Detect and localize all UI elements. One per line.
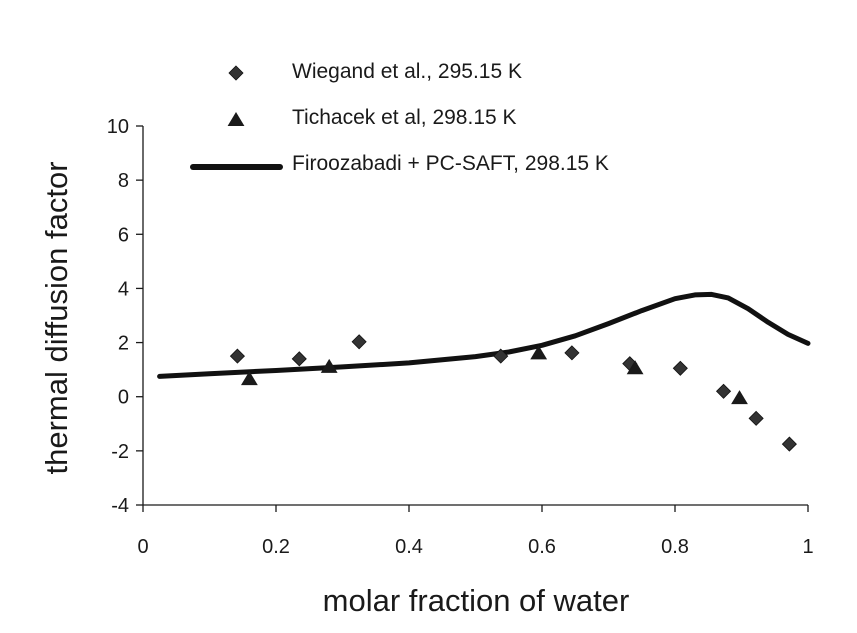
y-tick-label: 8	[118, 170, 129, 192]
data-point-diamond	[351, 334, 367, 350]
x-tick-label: 1	[802, 536, 813, 558]
data-point-triangle	[626, 360, 644, 375]
data-point-diamond	[715, 383, 732, 399]
legend-label: Wiegand et al., 295.15 K	[292, 60, 522, 83]
y-tick-label: 4	[118, 278, 129, 300]
x-tick-label: 0.6	[528, 536, 556, 558]
data-point-diamond	[781, 436, 797, 452]
data-point-triangle	[241, 371, 258, 386]
y-tick-label: 6	[118, 224, 129, 246]
data-point-triangle	[530, 345, 548, 360]
y-axis-ticks: -4 -2 0 2 4 6 8 10	[107, 116, 143, 517]
data-point-diamond	[748, 410, 764, 426]
y-tick-label: 0	[118, 387, 129, 409]
x-tick-label: 0.2	[262, 536, 290, 558]
legend-label: Tichacek et al, 298.15 K	[292, 106, 517, 129]
data-point-diamond	[291, 351, 307, 367]
data-point-diamond	[229, 348, 245, 364]
y-tick-label: 2	[118, 333, 129, 355]
legend-label: Firoozabadi + PC-SAFT, 298.15 K	[292, 152, 609, 175]
axes	[142, 126, 808, 506]
data-point-diamond	[564, 345, 580, 361]
legend-marker-diamond	[228, 65, 244, 81]
data-point-diamond	[672, 360, 688, 376]
y-tick-label: -2	[111, 441, 129, 463]
y-axis-label: thermal diffusion factor	[39, 161, 74, 474]
data-point-triangle	[320, 358, 338, 373]
legend-marker-triangle	[227, 112, 245, 126]
series-line	[157, 291, 811, 379]
x-tick-label: 0.4	[395, 536, 423, 558]
legend: Wiegand et al., 295.15 K Tichacek et al, …	[190, 60, 609, 175]
x-axis-ticks: 0 0.2 0.4 0.6 0.8 1	[137, 505, 814, 558]
data-point-triangle	[731, 390, 748, 405]
plot-area	[157, 291, 811, 452]
x-axis-label: molar fraction of water	[323, 583, 630, 618]
data-point-diamond	[493, 348, 509, 364]
x-tick-label: 0	[137, 536, 148, 558]
y-tick-label: 10	[107, 116, 129, 138]
y-tick-label: -4	[111, 495, 129, 517]
x-tick-label: 0.8	[661, 536, 689, 558]
